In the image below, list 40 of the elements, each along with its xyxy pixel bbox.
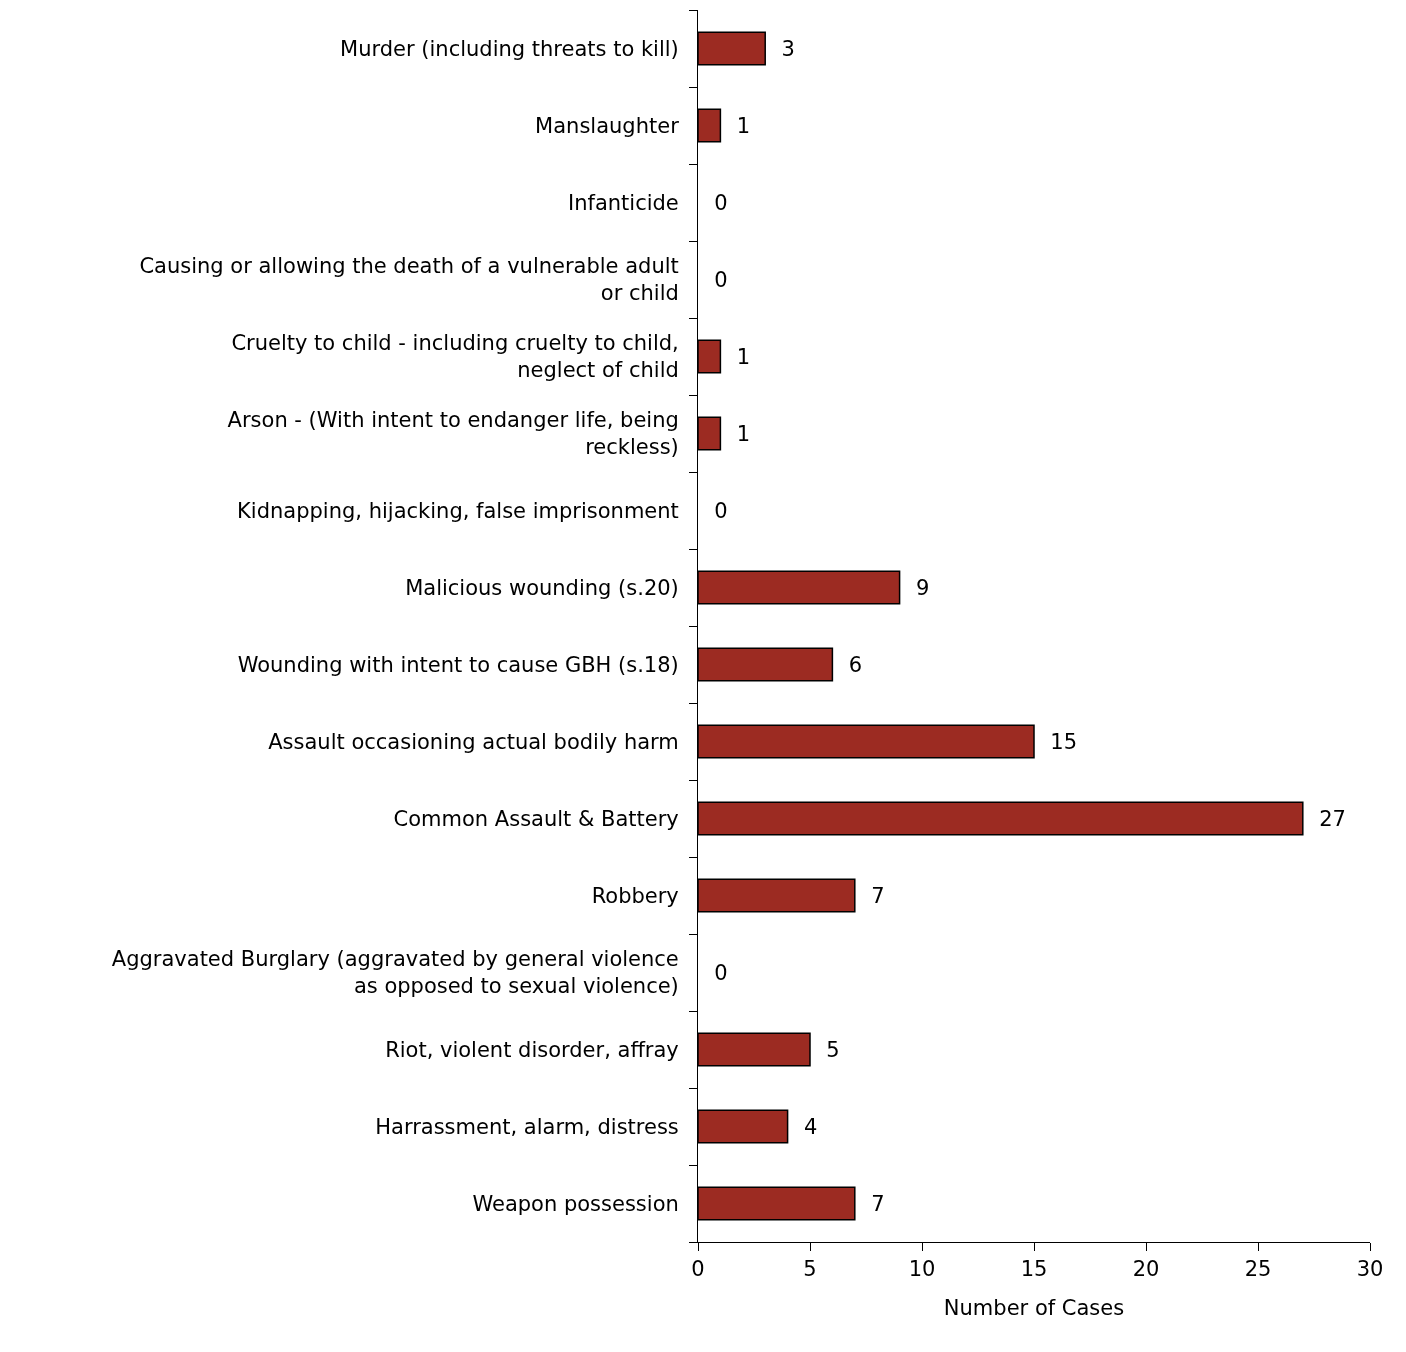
data-label: 15 <box>1037 729 1078 754</box>
y-tick-label: Manslaughter <box>535 113 680 138</box>
y-tick-label: Causing or allowing the death of a vulnerable adult or child <box>139 254 679 306</box>
data-label: 7 <box>857 1191 885 1216</box>
data-label: 6 <box>835 652 863 677</box>
y-tick-label: Harrassment, alarm, distress <box>375 1114 679 1139</box>
y-tick-label: Kidnapping, hijacking, false imprisonment <box>237 498 679 523</box>
x-tick-label: 30 <box>1356 1257 1384 1282</box>
data-label: 0 <box>701 267 728 292</box>
x-tick-label: 0 <box>691 1257 705 1282</box>
data-label: 4 <box>790 1114 818 1139</box>
y-tick-label: Murder (including threats to kill) <box>340 36 679 61</box>
data-label: 27 <box>1305 806 1346 831</box>
x-tick-label: 5 <box>803 1257 817 1282</box>
x-tick-label: 20 <box>1132 1257 1160 1282</box>
x-tick-label: 25 <box>1244 1257 1272 1282</box>
data-label: 9 <box>902 575 930 600</box>
data-label: 0 <box>701 190 728 215</box>
y-tick-label: Aggravated Burglary (aggravated by general violence as opposed to sexual violence) <box>111 947 679 999</box>
data-label: 5 <box>813 1037 840 1062</box>
y-tick-label: Weapon possession <box>472 1191 679 1216</box>
data-label: 7 <box>857 883 885 908</box>
x-tick-label: 15 <box>1020 1257 1048 1282</box>
data-label: 0 <box>701 960 728 985</box>
x-tick-label: 10 <box>908 1257 936 1282</box>
y-tick-label: Cruelty to child - including cruelty to child, neglect of child <box>231 331 679 383</box>
data-label: 1 <box>723 113 751 138</box>
y-tick-label: Arson - (With intent to endanger life, being reckless) <box>227 408 679 460</box>
data-label: 1 <box>723 344 751 369</box>
y-tick-label: Wounding with intent to cause GBH (s.18) <box>237 652 679 677</box>
data-label: 3 <box>768 36 795 61</box>
y-tick-label: Robbery <box>591 883 679 908</box>
y-tick-label: Riot, violent disorder, affray <box>385 1037 679 1062</box>
data-label: 0 <box>701 498 728 523</box>
y-tick-label: Common Assault & Battery <box>393 806 679 831</box>
x-axis-title: Number of Cases <box>943 1296 1125 1321</box>
data-label: 1 <box>723 421 751 446</box>
y-tick-label: Assault occasioning actual bodily harm <box>268 729 679 754</box>
y-tick-label: Malicious wounding (s.20) <box>405 575 679 600</box>
y-tick-label: Infanticide <box>568 190 679 215</box>
